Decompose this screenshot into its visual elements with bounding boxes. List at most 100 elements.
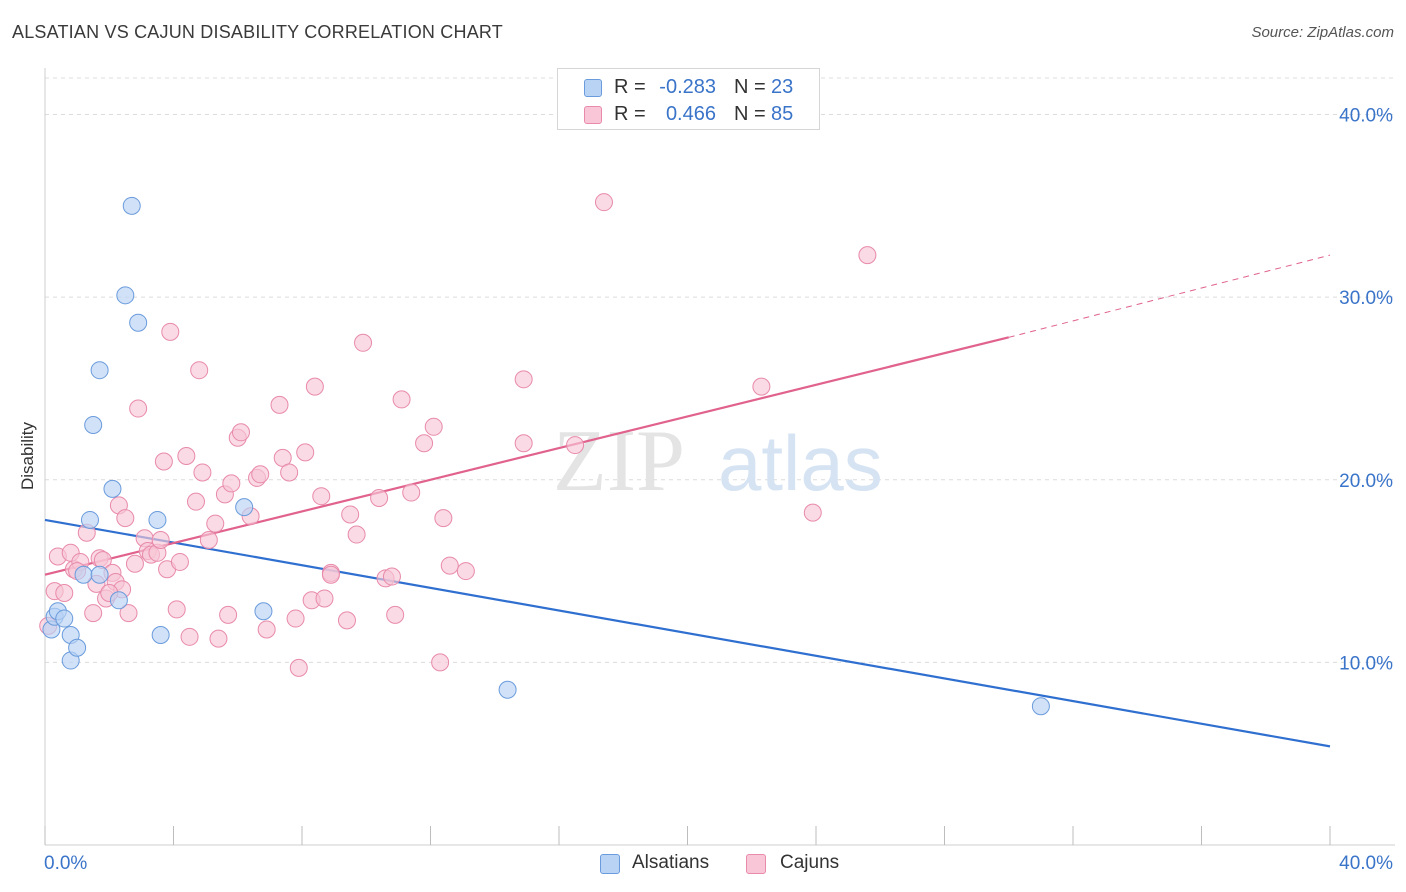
tick-labels: 10.0% 20.0% 30.0% 40.0% 0.0% 40.0% <box>44 106 1393 874</box>
cajun-point <box>129 399 148 418</box>
r-label: R = <box>614 76 646 98</box>
cajun-point <box>566 436 585 455</box>
cajun-point <box>84 604 103 623</box>
legend-row-alsatians: R = -0.283 N = 23 <box>558 73 819 101</box>
cajun-point <box>190 361 209 380</box>
watermark-zip: ZIP <box>553 413 685 510</box>
alsatian-point <box>498 680 517 699</box>
alsatian-point <box>80 510 99 529</box>
gridlines <box>45 77 1395 663</box>
cajun-point <box>514 370 533 389</box>
cajun-point <box>219 605 238 624</box>
alsatians-trend-line <box>44 518 1331 748</box>
cajuns-swatch <box>584 106 602 124</box>
cajun-point <box>370 489 389 508</box>
alsatian-point <box>90 361 109 380</box>
x-tick-label: 0.0% <box>44 853 87 874</box>
cajun-point <box>382 567 401 586</box>
cajun-point <box>151 531 170 550</box>
cajun-point <box>424 417 443 436</box>
cajun-point <box>170 552 189 571</box>
cajun-point <box>286 609 305 628</box>
cajun-point <box>402 483 421 502</box>
cajun-point <box>154 452 173 471</box>
cajun-point <box>752 377 771 396</box>
cajun-point <box>594 193 613 212</box>
alsatian-point <box>68 638 87 657</box>
n-value: 23 <box>771 76 794 98</box>
y-tick-label: 40.0% <box>1339 106 1393 127</box>
x-tick-label: 40.0% <box>1339 853 1393 874</box>
cajun-point <box>222 474 241 493</box>
n-value: 85 <box>771 103 794 125</box>
cajun-point <box>354 333 373 352</box>
cajun-point <box>177 447 196 466</box>
legend-label: Alsatians <box>632 852 710 873</box>
cajuns-trend-extension <box>1008 254 1331 338</box>
n-label: N = <box>734 76 766 98</box>
cajun-point <box>312 487 331 506</box>
cajun-point <box>858 246 877 265</box>
cajun-point <box>415 434 434 453</box>
alsatian-point <box>129 313 148 332</box>
cajun-point <box>347 525 366 544</box>
alsatian-point <box>1031 697 1050 716</box>
cajun-point <box>803 503 822 522</box>
alsatian-point <box>254 602 273 621</box>
cajun-point <box>167 600 186 619</box>
cajun-point <box>296 443 315 462</box>
cajun-point <box>251 465 270 484</box>
trend-lines <box>44 254 1331 748</box>
axes <box>44 68 1395 846</box>
data-points <box>39 193 1050 716</box>
cajun-point <box>289 658 308 677</box>
cajun-point <box>161 322 180 341</box>
legend-row-cajuns: R = 0.466 N = 85 <box>558 100 819 128</box>
cajun-point <box>337 611 356 630</box>
n-label: N = <box>734 103 766 125</box>
cajun-point <box>315 589 334 608</box>
cajun-point <box>125 554 144 573</box>
alsatian-point <box>90 565 109 584</box>
cajun-point <box>55 583 74 602</box>
cajun-point <box>386 605 405 624</box>
cajun-point <box>180 627 199 646</box>
stats-legend: R = -0.283 N = 23 R = 0.466 N = 85 <box>557 68 820 130</box>
cajun-point <box>431 653 450 672</box>
cajun-point <box>257 620 276 639</box>
alsatian-point <box>148 510 167 529</box>
cajun-point <box>231 423 250 442</box>
cajun-point <box>392 390 411 409</box>
watermark: ZIP atlas <box>553 413 883 510</box>
cajun-point <box>456 562 475 581</box>
cajun-point <box>116 509 135 528</box>
r-value: -0.283 <box>659 76 716 98</box>
alsatian-point <box>55 609 74 628</box>
legend-label: Cajuns <box>780 852 840 873</box>
cajun-point <box>434 509 453 528</box>
alsatian-point <box>235 498 254 517</box>
cajun-point <box>321 565 340 584</box>
alsatian-point <box>103 479 122 498</box>
r-label: R = <box>614 103 646 125</box>
watermark-atlas: atlas <box>718 419 883 507</box>
cajun-point <box>514 434 533 453</box>
r-value: 0.466 <box>665 103 716 125</box>
cajun-point <box>280 463 299 482</box>
alsatians-swatch <box>584 79 602 97</box>
alsatian-point <box>116 286 135 305</box>
cajun-point <box>206 514 225 533</box>
cajun-point <box>440 556 459 575</box>
cajun-point <box>270 395 289 414</box>
cajun-point <box>341 505 360 524</box>
alsatian-point <box>109 591 128 610</box>
cajun-point <box>119 604 138 623</box>
y-axis-label: Disability <box>18 421 37 490</box>
alsatian-point <box>74 565 93 584</box>
y-tick-label: 30.0% <box>1339 288 1393 309</box>
y-tick-label: 20.0% <box>1339 471 1393 492</box>
cajuns-swatch <box>746 854 766 874</box>
y-tick-label: 10.0% <box>1339 653 1393 674</box>
cajun-point <box>193 463 212 482</box>
